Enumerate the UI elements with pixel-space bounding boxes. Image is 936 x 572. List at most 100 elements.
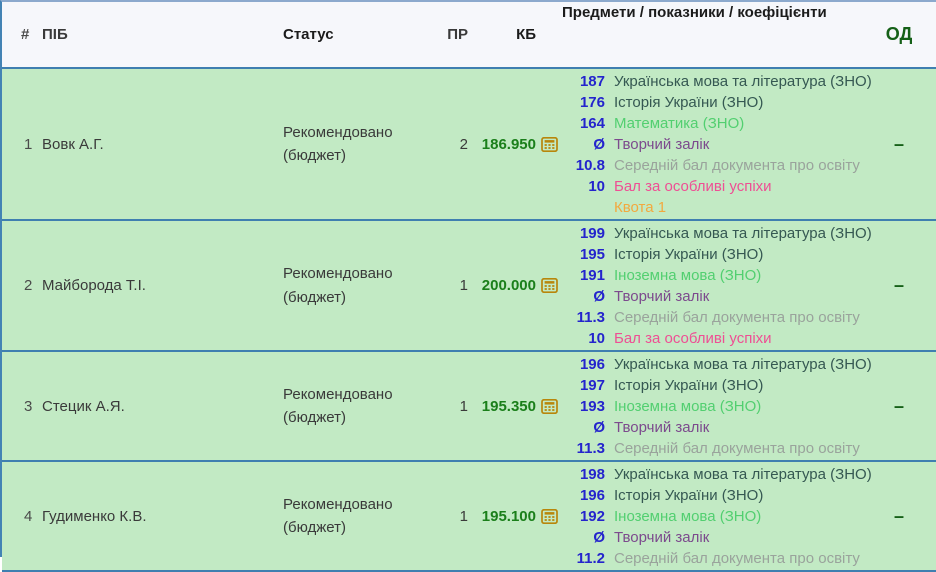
priority-value: 1 bbox=[459, 507, 468, 525]
column-header-docs: ОД bbox=[885, 24, 913, 44]
original-docs-dash: – bbox=[893, 275, 904, 295]
table-header: # ПІБ Статус ПР КБ Предмети / показники … bbox=[2, 2, 936, 69]
subject-score bbox=[562, 197, 605, 218]
priority-value: 1 bbox=[459, 397, 468, 415]
row-index: 3 bbox=[24, 397, 33, 415]
status-line: Рекомендовано bbox=[283, 495, 393, 513]
subjects-list: 187 Українська мова та література (ЗНО) 1… bbox=[562, 69, 872, 219]
calculator-icon[interactable] bbox=[541, 508, 558, 524]
column-header-subjects: Предмети / показники / коефіцієнти bbox=[562, 4, 827, 21]
applicant-name: Гудименко К.В. bbox=[42, 507, 147, 525]
subject-label: Середній бал документа про освіту bbox=[614, 309, 860, 326]
subject-score: 199 bbox=[579, 225, 605, 242]
subject-line: 191 Іноземна мова (ЗНО) bbox=[562, 265, 862, 286]
subject-score: Ø bbox=[593, 529, 605, 546]
table-row: 3 Стецик А.Я. Рекомендовано (бюджет) 1 1… bbox=[2, 352, 936, 462]
subject-label: Квота 1 bbox=[614, 199, 667, 216]
status-line: (бюджет) bbox=[283, 409, 347, 426]
subject-line: 10 Бал за особливі успіхи bbox=[562, 328, 862, 349]
original-docs-dash: – bbox=[893, 505, 904, 526]
subject-score: 11.3 bbox=[576, 440, 605, 457]
row-index: 1 bbox=[24, 135, 33, 153]
subject-line: 11.2 Середній бал документа про освіту bbox=[562, 548, 862, 569]
subject-line: 11.3 Середній бал документа про освіту bbox=[562, 438, 862, 459]
subject-score: 196 bbox=[579, 487, 605, 504]
subject-score: Ø bbox=[593, 419, 605, 436]
subject-line: 192 Іноземна мова (ЗНО) bbox=[562, 506, 862, 527]
score-cell: 200.000 bbox=[468, 277, 562, 294]
subject-line: 193 Іноземна мова (ЗНО) bbox=[562, 396, 862, 417]
subject-score: 187 bbox=[579, 73, 605, 90]
original-docs-dash: – bbox=[893, 133, 904, 154]
subject-score: 192 bbox=[579, 508, 605, 525]
subject-label: Історія України (ЗНО) bbox=[614, 246, 764, 263]
subject-line: 197 Історія України (ЗНО) bbox=[562, 375, 862, 396]
subject-line: 164 Математика (ЗНО) bbox=[562, 113, 862, 134]
subjects-list: 198 Українська мова та література (ЗНО) 1… bbox=[562, 462, 872, 570]
subject-label: Творчий залік bbox=[614, 419, 710, 436]
status-cell: Рекомендовано (бюджет) bbox=[283, 121, 420, 168]
priority-value: 2 bbox=[459, 135, 468, 153]
subject-line: 11.3 Середній бал документа про освіту bbox=[562, 307, 862, 328]
score-cell: 195.350 bbox=[468, 398, 562, 415]
subject-score: 196 bbox=[579, 356, 605, 373]
subject-label: Історія України (ЗНО) bbox=[614, 94, 764, 111]
subject-score: 195 bbox=[579, 246, 605, 263]
row-index: 2 bbox=[24, 277, 33, 294]
subject-line: 196 Українська мова та література (ЗНО) bbox=[562, 354, 872, 375]
subject-label: Українська мова та література (ЗНО) bbox=[614, 73, 872, 90]
calculator-icon[interactable] bbox=[541, 398, 558, 414]
status-cell: Рекомендовано (бюджет) bbox=[283, 262, 420, 309]
applicant-name: Вовк А.Г. bbox=[42, 135, 104, 153]
subject-line: Ø Творчий залік bbox=[562, 134, 862, 155]
subject-label: Бал за особливі успіхи bbox=[614, 330, 772, 347]
competitive-score: 200.000 bbox=[481, 277, 536, 294]
subject-label: Українська мова та література (ЗНО) bbox=[614, 356, 872, 373]
column-header-status: Статус bbox=[283, 26, 334, 43]
applicant-name: Стецик А.Я. bbox=[42, 397, 125, 415]
subject-line: 195 Історія України (ЗНО) bbox=[562, 244, 862, 265]
subject-score: 176 bbox=[579, 94, 605, 111]
applicant-name: Майборода Т.І. bbox=[42, 277, 146, 294]
subject-score: 191 bbox=[579, 267, 605, 284]
subject-label: Творчий залік bbox=[614, 136, 710, 153]
subject-label: Бал за особливі успіхи bbox=[614, 178, 772, 195]
subject-score: Ø bbox=[593, 136, 605, 153]
table-row: 2 Майборода Т.І. Рекомендовано (бюджет) … bbox=[2, 221, 936, 352]
subject-line: 176 Історія України (ЗНО) bbox=[562, 92, 862, 113]
subject-label: Історія України (ЗНО) bbox=[614, 377, 764, 394]
competitive-score: 186.950 bbox=[481, 135, 536, 153]
subject-line: 10.8 Середній бал документа про освіту bbox=[562, 155, 862, 176]
subject-line: Ø Творчий залік bbox=[562, 527, 862, 548]
priority-value: 1 bbox=[459, 277, 468, 294]
subjects-list: 199 Українська мова та література (ЗНО) 1… bbox=[562, 221, 872, 350]
status-line: (бюджет) bbox=[283, 288, 347, 306]
calculator-icon[interactable] bbox=[541, 278, 558, 293]
status-line: Рекомендовано bbox=[283, 385, 393, 403]
subject-line: 199 Українська мова та література (ЗНО) bbox=[562, 223, 872, 244]
subject-label: Іноземна мова (ЗНО) bbox=[614, 398, 762, 415]
subject-label: Творчий залік bbox=[614, 288, 710, 305]
subject-label: Іноземна мова (ЗНО) bbox=[614, 508, 762, 525]
competitive-score: 195.350 bbox=[481, 397, 536, 415]
original-docs-dash: – bbox=[893, 395, 904, 416]
score-cell: 186.950 bbox=[468, 136, 562, 153]
status-cell: Рекомендовано (бюджет) bbox=[283, 383, 420, 430]
subject-line: Квота 1 bbox=[562, 197, 862, 218]
subject-label: Середній бал документа про освіту bbox=[614, 550, 860, 567]
subject-label: Українська мова та література (ЗНО) bbox=[614, 225, 872, 242]
subject-label: Середній бал документа про освіту bbox=[614, 157, 860, 174]
status-cell: Рекомендовано (бюджет) bbox=[283, 493, 420, 540]
subject-line: 198 Українська мова та література (ЗНО) bbox=[562, 464, 872, 485]
subject-score: 11.3 bbox=[576, 309, 605, 326]
column-header-priority: ПР bbox=[447, 26, 468, 43]
subject-line: 187 Українська мова та література (ЗНО) bbox=[562, 71, 872, 92]
subject-score: 10 bbox=[588, 330, 605, 347]
subject-score: 164 bbox=[579, 115, 605, 132]
column-header-index: # bbox=[21, 26, 30, 43]
column-header-score: КБ bbox=[516, 26, 536, 43]
subjects-list: 196 Українська мова та література (ЗНО) 1… bbox=[562, 352, 872, 460]
row-index: 4 bbox=[24, 507, 33, 525]
subject-label: Середній бал документа про освіту bbox=[614, 440, 860, 457]
calculator-icon[interactable] bbox=[541, 136, 558, 152]
